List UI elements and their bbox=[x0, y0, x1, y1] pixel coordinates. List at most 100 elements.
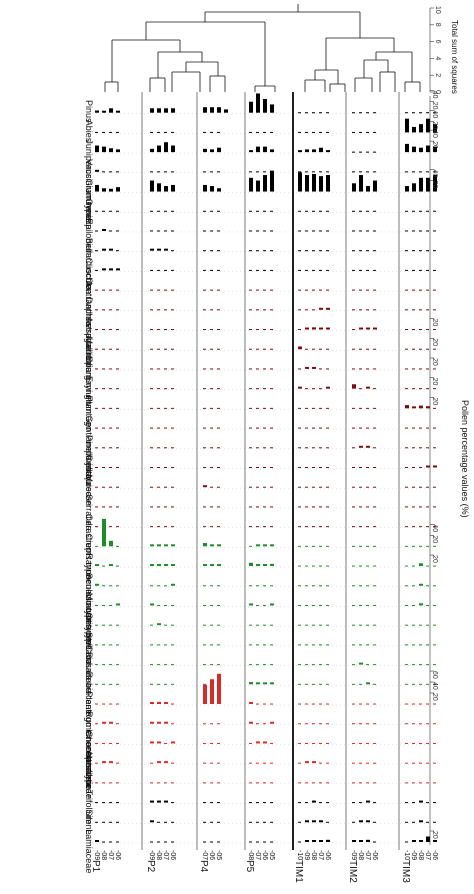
pollen-bar bbox=[249, 177, 253, 192]
value-axis-tick-label: 20 bbox=[431, 121, 438, 129]
pollen-bar bbox=[352, 384, 356, 389]
pollen-bar bbox=[95, 184, 99, 192]
pollen-bar bbox=[366, 186, 370, 192]
taxon-name-label: Lamiaceae bbox=[84, 829, 94, 873]
pollen-bar bbox=[270, 603, 274, 606]
pollen-bar bbox=[109, 564, 113, 567]
pollen-bar bbox=[171, 564, 175, 567]
pollen-bar bbox=[270, 682, 274, 685]
pollen-bar bbox=[102, 721, 106, 724]
pollen-bar bbox=[426, 118, 430, 133]
sample-label: -07 bbox=[364, 850, 371, 860]
pollen-bar bbox=[95, 564, 99, 567]
pollen-bar bbox=[319, 327, 323, 330]
group-label: P5 bbox=[244, 860, 255, 873]
pollen-bar bbox=[150, 108, 154, 113]
taxon-name-label: Bellardiochloa bbox=[84, 238, 94, 295]
pollen-bar bbox=[109, 540, 113, 547]
pollen-bar bbox=[164, 761, 168, 764]
pollen-bar bbox=[157, 183, 161, 192]
pollen-bar bbox=[298, 150, 302, 153]
pollen-bar bbox=[157, 544, 161, 547]
pollen-bar bbox=[164, 564, 168, 567]
value-axis-tick-label: 40 bbox=[431, 110, 438, 118]
value-axis-tick-label: 60 bbox=[431, 671, 438, 679]
pollen-bar bbox=[359, 820, 363, 823]
pollen-bar bbox=[109, 248, 113, 251]
pollen-bar bbox=[419, 800, 423, 803]
pollen-bar bbox=[305, 175, 309, 192]
pollen-bar bbox=[366, 682, 370, 685]
pollen-bar bbox=[157, 800, 161, 803]
pollen-bar bbox=[164, 702, 168, 705]
group-label: P2 bbox=[145, 860, 156, 873]
pollen-bar bbox=[419, 583, 423, 586]
sample-label: -08 bbox=[247, 850, 254, 860]
value-axis-tick-label: 20 bbox=[431, 141, 438, 149]
taxon-name-label: Gramineae bbox=[84, 179, 94, 224]
sample-label: -06 bbox=[324, 850, 331, 860]
pollen-bar bbox=[366, 820, 370, 823]
taxon-name-label: Cuscuta bbox=[84, 258, 94, 291]
pollen-bar bbox=[366, 327, 370, 330]
taxon-name-label: Marrubium bbox=[84, 337, 94, 380]
pollen-bar bbox=[150, 248, 154, 251]
pollen-bar bbox=[203, 564, 207, 567]
taxon-name-label: Sparganium bbox=[84, 356, 94, 405]
taxon-name-label: Pinus bbox=[84, 100, 94, 123]
pollen-bar bbox=[102, 248, 106, 251]
pollen-bar bbox=[319, 820, 323, 823]
pollen-bar bbox=[157, 564, 161, 567]
pollen-bar bbox=[419, 147, 423, 153]
sample-label: -09 bbox=[303, 850, 310, 860]
value-axis-tick-label: 40 bbox=[431, 130, 438, 138]
pollen-bar bbox=[433, 465, 437, 468]
pollen-bar bbox=[256, 180, 260, 192]
dendrogram-scale-label: 4 bbox=[434, 56, 441, 60]
pollen-bar bbox=[366, 839, 370, 842]
pollen-bar bbox=[164, 721, 168, 724]
pollen-bar bbox=[433, 124, 437, 133]
group-label: TIM2 bbox=[347, 860, 358, 883]
pollen-bar bbox=[157, 741, 161, 744]
pollen-bar bbox=[426, 406, 430, 409]
group-label: P1 bbox=[90, 860, 101, 873]
sample-label: -06 bbox=[114, 850, 121, 860]
pollen-bar bbox=[210, 679, 214, 705]
pollen-bar bbox=[326, 307, 330, 310]
sample-label: -07 bbox=[317, 850, 324, 860]
taxon-name-label: Centranthus spicellifolia bbox=[84, 277, 94, 372]
pollen-bar bbox=[433, 146, 437, 153]
pollen-bar bbox=[256, 682, 260, 685]
sample-label: -06 bbox=[208, 850, 215, 860]
pollen-bar bbox=[203, 148, 207, 153]
pollen-bar bbox=[150, 603, 154, 606]
pollen-bar bbox=[116, 110, 120, 113]
pollen-bar bbox=[150, 741, 154, 744]
pollen-bar bbox=[210, 186, 214, 192]
pollen-bar bbox=[263, 146, 267, 153]
pollen-bar bbox=[352, 183, 356, 192]
pollen-bar bbox=[319, 840, 323, 842]
taxon-name-label: Astragalus bbox=[84, 317, 94, 360]
value-axis-tick-label: 20 bbox=[431, 831, 438, 839]
pollen-bar bbox=[203, 684, 207, 705]
pollen-bar bbox=[373, 327, 377, 330]
pollen-bar bbox=[102, 146, 106, 153]
taxon-name-label: Plantago lanceolata type bbox=[84, 691, 94, 790]
taxon-name-label: Trifolium bbox=[84, 790, 94, 824]
pollen-bar bbox=[171, 145, 175, 153]
pollen-bar bbox=[157, 761, 161, 764]
taxon-name-label: Gentianella jacqui bbox=[84, 415, 94, 487]
pollen-bar bbox=[263, 741, 267, 744]
sample-label: -09 bbox=[93, 850, 100, 860]
pollen-bar bbox=[171, 583, 175, 586]
sample-label: -05 bbox=[215, 850, 222, 860]
value-axis-tick-label: 20 bbox=[431, 319, 438, 327]
pollen-bar bbox=[419, 820, 423, 823]
value-axis-tick-label: 20 bbox=[431, 397, 438, 405]
sample-label: -07 bbox=[107, 850, 114, 860]
taxon-name-label: Cerastium bbox=[84, 514, 94, 555]
pollen-bar bbox=[270, 544, 274, 547]
taxon-name-label: Artemisia bbox=[84, 750, 94, 788]
